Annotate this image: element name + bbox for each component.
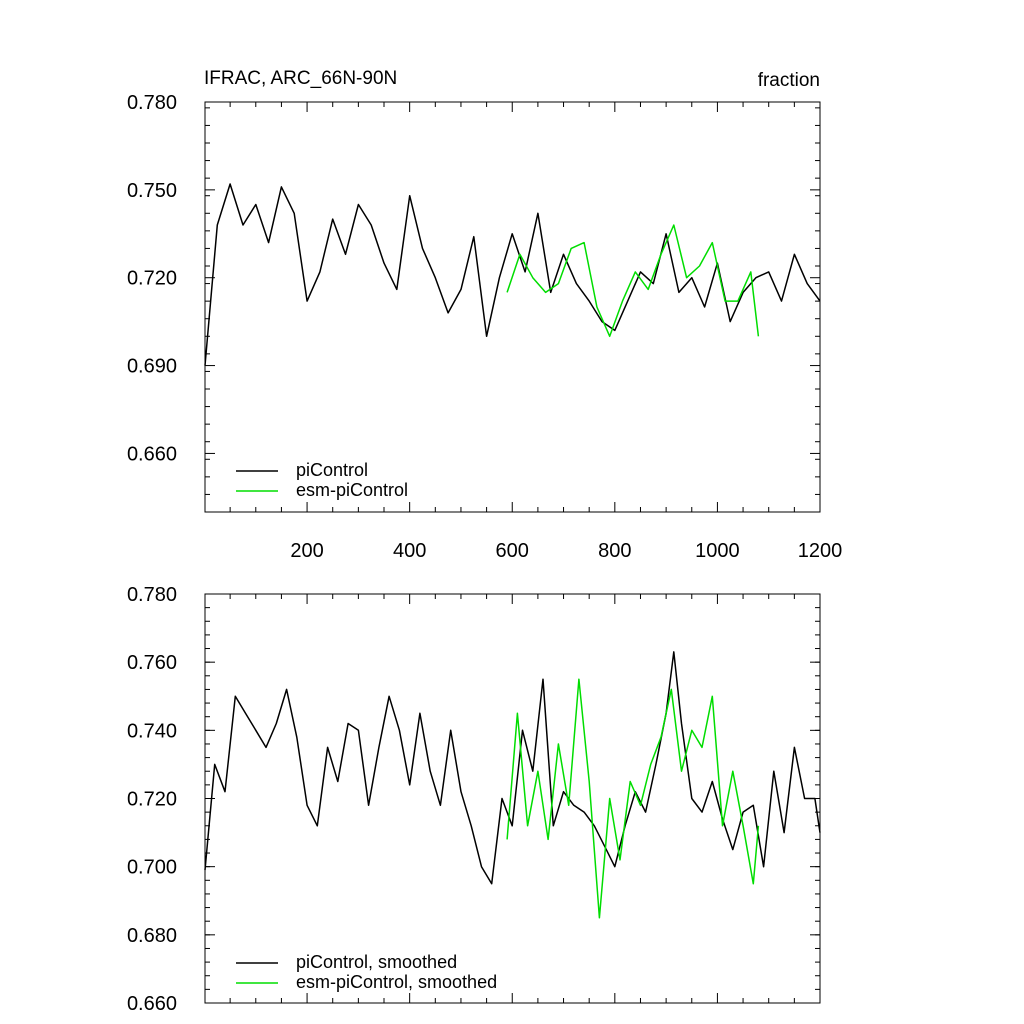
x-tick-label: 200 — [290, 540, 323, 562]
legend-label-esm-picontrol-smoothed: esm-piControl, smoothed — [296, 972, 497, 992]
x-tick-label: 1200 — [798, 540, 843, 562]
legend-label-picontrol: piControl — [296, 460, 368, 480]
y-tick-label: 0.720 — [127, 268, 177, 290]
y-tick-label: 0.720 — [127, 789, 177, 811]
y-tick-label: 0.700 — [127, 857, 177, 879]
chart-title: IFRAC, ARC_66N-90N — [204, 68, 397, 89]
x-tick-label: 400 — [393, 540, 426, 562]
x-tick-label: 600 — [496, 540, 529, 562]
top-panel: IFRAC, ARC_66N-90N fraction 0.780 0.750 0.… — [127, 68, 842, 562]
y-tick-label: 0.780 — [127, 584, 177, 606]
y-tick-label: 0.760 — [127, 652, 177, 674]
y-tick-label: 0.660 — [127, 993, 177, 1015]
y-tick-label: 0.740 — [127, 720, 177, 742]
y-tick-label: 0.780 — [127, 92, 177, 114]
legend-label-esm-picontrol: esm-piControl — [296, 480, 408, 500]
legend: piControl, smoothed esm-piControl, smoot… — [236, 952, 497, 992]
legend-label-picontrol-smoothed: piControl, smoothed — [296, 952, 457, 972]
x-tick-label: 800 — [598, 540, 631, 562]
bottom-panel: 0.780 0.760 0.740 0.720 0.700 0.680 0.660 piCo… — [127, 584, 821, 1015]
series-line-1 — [506, 224, 760, 338]
x-tick-label: 1000 — [695, 540, 740, 562]
y-tick-label: 0.660 — [127, 443, 177, 465]
units-label: fraction — [758, 70, 820, 91]
y-tick-label: 0.690 — [127, 356, 177, 378]
legend: piControl esm-piControl — [236, 460, 408, 500]
y-tick-label: 0.750 — [127, 180, 177, 202]
series-line-1 — [506, 678, 760, 919]
y-tick-label: 0.680 — [127, 925, 177, 947]
